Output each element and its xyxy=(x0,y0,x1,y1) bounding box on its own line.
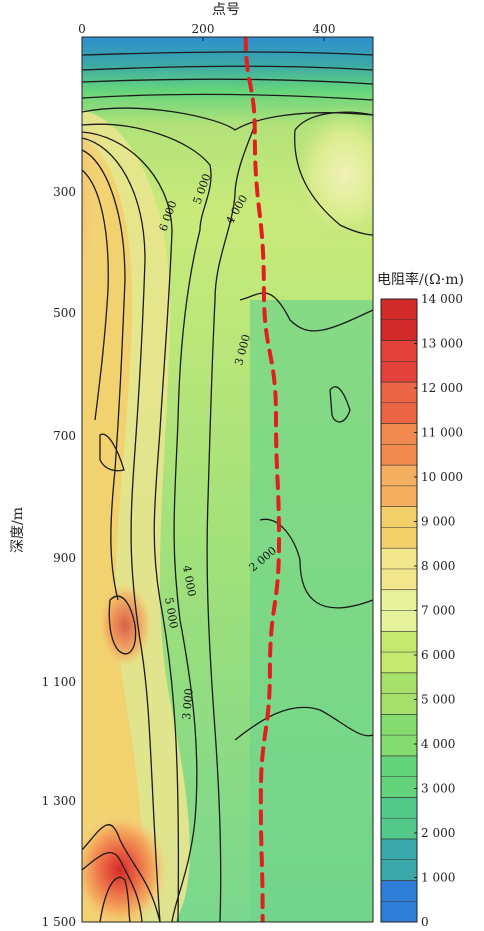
colorbar-label: 13 000 xyxy=(421,337,463,351)
contour-line xyxy=(82,169,109,421)
contour-line xyxy=(82,824,161,922)
x-tick-label: 0 xyxy=(78,22,86,36)
field-hot-lower xyxy=(82,810,170,922)
x-axis: 点号 0 200 400 xyxy=(78,2,335,41)
y-tick-label: 1 100 xyxy=(42,675,76,689)
colorbar-labels: 0 1 000 2 000 3 000 4 000 5 000 6 000 7 000 8 00… xyxy=(414,292,463,929)
plot-frame xyxy=(81,36,374,923)
colorbar-label: 5 000 xyxy=(421,693,455,707)
x-tick-label: 200 xyxy=(192,22,215,36)
contour-line xyxy=(294,111,373,236)
contour-label: 3 000 xyxy=(180,688,196,721)
colorbar-label: 0 xyxy=(421,915,429,929)
contour-lines xyxy=(82,51,373,922)
y-axis-title: 深度/m xyxy=(10,507,26,553)
boundary-path xyxy=(243,37,282,922)
field-right-lowzone xyxy=(250,300,373,922)
colorbar-title: 电阻率/(Ω·m) xyxy=(377,271,464,288)
resistivity-field xyxy=(82,37,373,922)
contour-line xyxy=(82,137,161,922)
y-tick-label: 1 500 xyxy=(42,915,76,929)
y-tick-label: 1 300 xyxy=(42,794,76,808)
field-hot-upper xyxy=(82,130,137,390)
boundary-dashed-line xyxy=(243,37,282,922)
colorbar-label: 10 000 xyxy=(421,470,463,484)
contour-label: 4 000 xyxy=(180,564,198,597)
contour-line xyxy=(82,149,126,601)
contour-line xyxy=(99,876,131,922)
contour-line xyxy=(82,131,180,922)
contour-line xyxy=(82,123,212,922)
colorbar-label: 3 000 xyxy=(421,782,455,796)
colorbar-label: 7 000 xyxy=(421,604,455,618)
colorbar-label: 9 000 xyxy=(421,515,455,529)
colorbar-label: 14 000 xyxy=(421,292,463,306)
x-tick-label: 400 xyxy=(313,22,336,36)
y-tick-label: 300 xyxy=(53,185,76,199)
colorbar-label: 11 000 xyxy=(421,426,463,440)
colorbar-label: 2 000 xyxy=(421,826,455,840)
contour-line xyxy=(234,706,373,741)
colorbar-label: 1 000 xyxy=(421,871,455,885)
contour-label: 5 000 xyxy=(162,596,180,629)
colorbar-label: 8 000 xyxy=(421,559,455,573)
y-tick-label: 500 xyxy=(53,306,76,320)
contour-line xyxy=(239,292,373,332)
contour-line xyxy=(82,65,373,71)
y-tick-label: 700 xyxy=(53,429,76,443)
colorbar-label: 4 000 xyxy=(421,737,455,751)
y-axis: 深度/m 300 500 700 900 1 100 1 300 1 500 xyxy=(10,185,76,929)
colorbar-label: 12 000 xyxy=(421,381,463,395)
contour-line xyxy=(329,386,351,423)
contour-line xyxy=(99,433,125,472)
contour-line xyxy=(82,107,373,131)
field-hot-mid xyxy=(97,580,153,670)
field-warm-right xyxy=(290,105,373,245)
contour-line xyxy=(82,851,143,922)
y-tick-label: 900 xyxy=(53,551,76,565)
contour-line xyxy=(82,51,373,56)
contour-line xyxy=(82,78,373,85)
x-axis-title: 点号 xyxy=(212,2,240,18)
contour-line xyxy=(108,595,137,655)
contour-line xyxy=(206,124,256,922)
colorbar-label: 6 000 xyxy=(421,648,455,662)
colorbar-swatches xyxy=(380,298,418,923)
colorbar: 电阻率/(Ω·m) 0 1 000 2 000 3 000 4 000 5 000 6 00… xyxy=(377,271,464,929)
contour-line xyxy=(82,93,373,101)
